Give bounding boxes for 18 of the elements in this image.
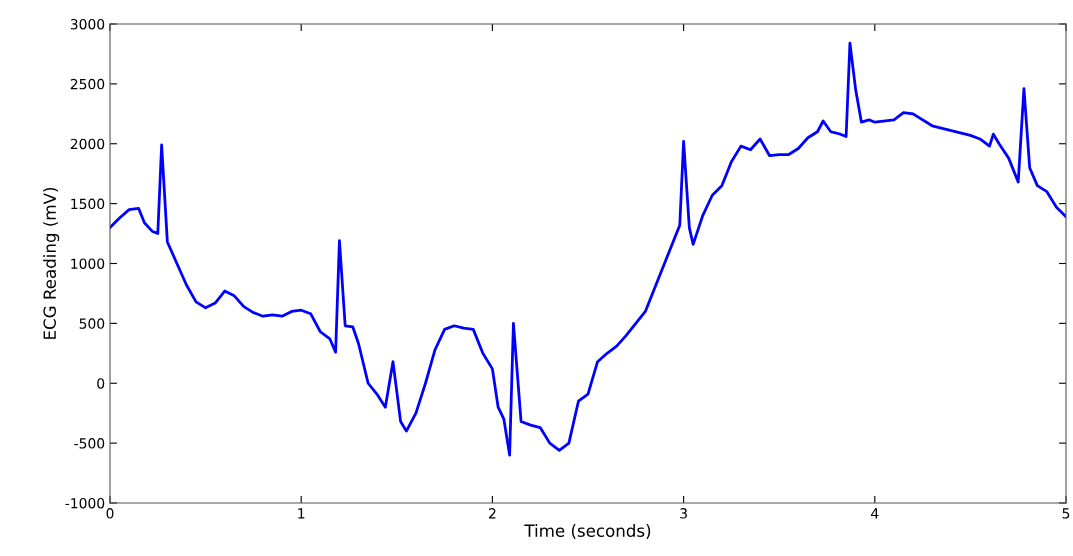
y-tick-label: 3000 — [70, 18, 105, 30]
y-axis-title: ECG Reading (mV) — [43, 187, 60, 339]
y-tick-label: -1000 — [65, 497, 105, 509]
y-tick-label: 1500 — [71, 198, 105, 210]
x-tick-label: 3 — [680, 508, 687, 519]
y-tick-label: 0 — [97, 378, 105, 389]
x-tick-label: 2 — [489, 508, 496, 519]
x-tick-label: 4 — [871, 508, 879, 519]
x-tick-label: 1 — [298, 508, 305, 519]
line-series — [110, 41, 1066, 457]
x-tick-label: 0 — [106, 508, 114, 519]
y-tick-label: -500 — [74, 438, 105, 449]
x-axis-title: Time (seconds) — [524, 524, 651, 539]
y-tick-label: 500 — [79, 318, 105, 329]
y-tick-label: 1000 — [71, 258, 105, 269]
y-tick-label: 2000 — [70, 138, 105, 150]
x-tick-label: 5 — [1062, 508, 1070, 519]
y-tick-label: 2500 — [70, 78, 105, 90]
